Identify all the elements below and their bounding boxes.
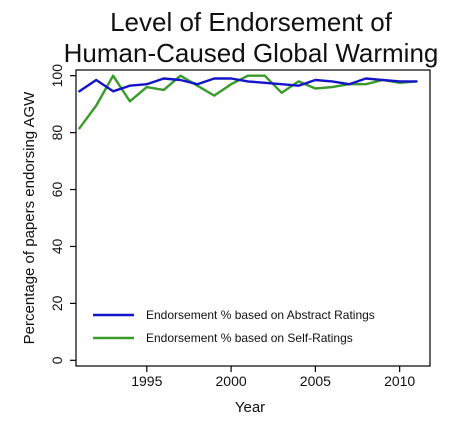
y-tick-label-40: 40 (49, 238, 65, 254)
legend-label-1: Endorsement % based on Self-Ratings (146, 331, 353, 345)
plot-area-frame (75, 69, 431, 367)
x-tick-label-1995: 1995 (131, 373, 162, 389)
legend-label-0: Endorsement % based on Abstract Ratings (146, 308, 375, 322)
legend: Endorsement % based on Abstract Ratings E… (93, 308, 375, 345)
x-axis-label: Year (235, 399, 265, 416)
x-tick-label-2000: 2000 (216, 373, 247, 389)
y-axis-label: Percentage of papers endorsing AGW (21, 91, 38, 344)
series-line-abstract-ratings (78, 77, 418, 93)
y-tick-label-20: 20 (49, 295, 65, 311)
x-tick-label-2005: 2005 (300, 373, 331, 389)
series-lines (78, 74, 418, 130)
y-tick-label-0: 0 (49, 356, 65, 364)
chart-title-line-2: Human-Caused Global Warming (64, 38, 439, 68)
series-line-self-ratings (78, 74, 418, 130)
axis-ticks: 0 20 40 60 80 100 1995 2000 2005 2010 (49, 64, 415, 389)
y-tick-label-60: 60 (49, 182, 65, 198)
y-tick-label-100: 100 (49, 64, 65, 88)
y-tick-label-80: 80 (49, 125, 65, 141)
chart-title-line-1: Level of Endorsement of (110, 7, 393, 37)
x-tick-label-2010: 2010 (384, 373, 415, 389)
